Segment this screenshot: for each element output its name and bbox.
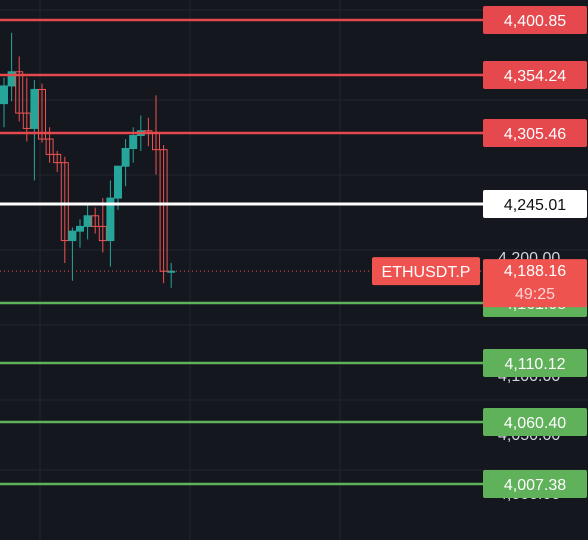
candle-up <box>121 139 130 187</box>
symbol-label: ETHUSDT.P <box>382 264 471 281</box>
candle-up <box>30 80 39 181</box>
candle-body <box>98 225 107 242</box>
candle-up <box>0 77 8 128</box>
candle-up <box>76 219 84 248</box>
candle-body <box>159 149 168 272</box>
price-levels <box>0 18 484 486</box>
candle-body <box>91 215 100 227</box>
candle-down <box>98 198 107 253</box>
price-tag-resistance: 4,400.85 <box>483 6 587 34</box>
symbol-tag-bg <box>372 257 480 286</box>
candle-down <box>159 144 168 284</box>
candles <box>0 32 176 288</box>
candle-body <box>30 88 39 129</box>
price-tag-bg <box>483 6 587 34</box>
candle-body <box>45 138 54 155</box>
candle-up <box>7 32 16 102</box>
candle-up <box>83 203 92 240</box>
price-tag-label: 4,245.01 <box>504 197 566 214</box>
price-tag-bg <box>483 408 587 436</box>
candle-body <box>7 71 16 87</box>
candle-down <box>60 156 69 264</box>
price-tag-bg <box>483 190 587 218</box>
price-tag-label: 4,110.12 <box>504 356 565 373</box>
candle-body <box>0 85 8 105</box>
price-tag-label: 4,400.85 <box>504 13 566 30</box>
price-tag-bg <box>483 119 587 147</box>
candle-up <box>106 180 115 267</box>
price-tag-resistance: 4,354.24 <box>483 61 587 89</box>
candle-up <box>167 263 176 288</box>
price-tag-pivot: 4,245.01 <box>483 190 587 218</box>
candle-body <box>121 147 130 167</box>
candle-body <box>53 153 62 164</box>
candle-body <box>76 225 84 232</box>
candle-down <box>53 150 62 173</box>
candle-down <box>152 95 160 175</box>
candle-body <box>68 230 77 242</box>
candle-body <box>129 135 138 149</box>
price-tag-support: 4,110.12 <box>483 349 587 377</box>
candle-body <box>114 165 122 199</box>
price-tag-label: 4,007.38 <box>504 477 566 494</box>
last-price-bg <box>483 259 587 308</box>
price-tag-bg <box>483 470 587 498</box>
candle-down <box>15 56 24 122</box>
candle-body <box>106 197 115 242</box>
last-price-tag: 4,188.16 49:25 <box>483 259 587 308</box>
countdown-label: 49:25 <box>515 286 555 303</box>
price-tag-support: 4,007.38 <box>483 470 587 498</box>
candle-body <box>15 71 24 114</box>
candle-body <box>60 162 69 242</box>
price-tag-label: 4,060.40 <box>504 415 566 432</box>
price-tag-label: 4,354.24 <box>504 68 566 85</box>
candle-down <box>22 77 31 142</box>
price-tag-support: 4,060.40 <box>483 408 587 436</box>
price-tags: 4,400.854,354.244,305.464,245.014,161.08… <box>372 6 587 498</box>
price-tag-label: 4,305.46 <box>504 126 566 143</box>
last-price-label: 4,188.16 <box>504 263 566 280</box>
candle-up <box>68 227 77 281</box>
candle-body <box>22 112 31 129</box>
symbol-tag: ETHUSDT.P <box>372 257 480 286</box>
price-tag-bg <box>483 61 587 89</box>
candle-body <box>38 88 46 140</box>
price-tag-resistance: 4,305.46 <box>483 119 587 147</box>
candle-body <box>167 270 176 273</box>
price-tag-bg <box>483 349 587 377</box>
candle-down <box>91 207 100 234</box>
candle-body <box>83 215 92 227</box>
